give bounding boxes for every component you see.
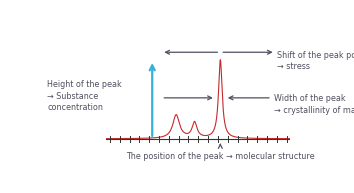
Text: Width of the peak
→ crystallinity of material: Width of the peak → crystallinity of mat… (274, 94, 354, 115)
Text: Shift of the peak position
→ stress: Shift of the peak position → stress (278, 51, 354, 71)
Text: The position of the peak → molecular structure: The position of the peak → molecular str… (126, 152, 315, 162)
Text: Height of the peak
→ Substance
concentration: Height of the peak → Substance concentra… (47, 80, 122, 112)
